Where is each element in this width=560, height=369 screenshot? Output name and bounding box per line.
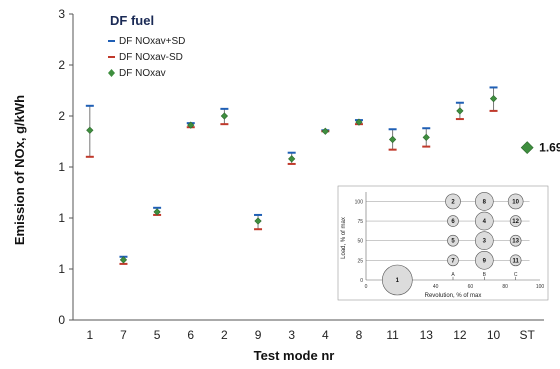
y-tick-label: 3 [58,7,65,21]
average-point [119,256,128,264]
x-tick-label: 7 [120,328,127,342]
x-tick-label: 11 [386,328,399,342]
y-tick-label: 1 [58,262,65,276]
average-point [153,208,161,216]
y-tick-label: 0 [58,313,65,327]
x-tick-label: 8 [356,328,363,342]
inset-arrow-label: A [451,272,455,278]
average-point [388,135,397,144]
x-tick-label: 6 [187,328,194,342]
inset-mode-bubble [475,192,494,211]
inset-mode-bubble [509,234,522,247]
average-point [288,155,296,163]
inset-mode-label: 4 [483,219,487,225]
inset-mode-bubble [447,254,459,267]
average-point [220,112,229,120]
y-tick-label: 1 [58,211,65,225]
x-tick-label: 3 [288,328,295,342]
average-point [489,95,498,103]
legend-title: DF fuel [110,13,154,28]
y-tick-label: 2 [58,109,65,123]
inset-mode-label: 2 [451,199,455,205]
average-point [321,127,329,135]
inset-mode-bubble [509,254,522,267]
inset-x-tick: 100 [536,284,545,290]
x-tick-label: 9 [255,328,262,342]
inset-mode-label: 12 [512,219,519,225]
average-point [355,118,363,126]
st-value-label: 1.69 [539,141,560,155]
inset-y-tick: 25 [357,258,363,264]
main-marks: 1.69 [85,86,560,265]
x-tick-label: 13 [420,328,434,342]
inset-arrow-label: C [514,272,518,278]
average-point [422,133,430,142]
inset-x-tick: 0 [365,284,368,290]
inset-y-tick: 75 [357,219,363,225]
inset-mode-bubble [475,251,494,270]
inset-mode-bubble [382,264,413,296]
inset-y-title: Load, % of max [341,217,347,259]
x-tick-label: 4 [322,328,329,342]
inset-mode-bubble [445,193,461,210]
x-tick-label: 12 [453,328,467,342]
inset-y-tick: 50 [357,239,363,245]
x-tick-label: 1 [86,328,93,342]
x-tick-label: ST [520,328,536,342]
inset-arrow-label: B [483,272,487,278]
legend-label: DF NOxav-SD [119,52,183,63]
y-axis-title: Emission of NOx, g/kWh [12,95,27,245]
inset-mode-bubble [447,234,459,247]
average-point [254,217,262,225]
inset-x-tick: 80 [502,284,508,290]
x-tick-label: 10 [487,328,501,342]
inset-mode-label: 3 [483,239,487,245]
inset-mode-label: 10 [512,199,519,205]
inset-mode-label: 13 [512,239,519,245]
inset-mode-label: 7 [451,258,455,264]
inset-mode-bubble [507,193,524,210]
average-point [86,126,94,134]
inset-x-tick: 40 [433,284,439,290]
inset-x-title: Revolution, % of max [425,293,482,299]
y-tick-label: 1 [58,160,65,174]
x-tick-label: 5 [154,328,161,342]
inset-y-tick: 100 [355,199,364,205]
inset-mode-label: 8 [483,199,487,205]
legend-label: DF NOxav [119,68,166,79]
legend-label: DF NOxav+SD [119,36,185,47]
inset-x-tick: 60 [468,284,474,290]
inset-mode-bubble [475,231,494,251]
inset-mode-label: 1 [396,278,400,284]
inset-mode-bubble [475,211,494,231]
inset-mode-label: 5 [451,239,455,245]
inset-mode-label: 9 [483,258,487,264]
x-axis-title: Test mode nr [254,348,335,363]
y-tick-label: 2 [58,58,65,72]
legend-swatch [108,69,115,77]
inset-mode-bubble [447,215,459,227]
average-point [520,141,534,155]
inset-mode-label: 11 [512,258,519,264]
inset-y-tick: 0 [360,278,363,284]
inset-mode-bubble [509,215,522,227]
inset-mode-label: 6 [451,219,455,225]
x-tick-label: 2 [221,328,228,342]
average-point [187,121,195,129]
test-mode-inset: 0255075100020406080100ABC128106412531379… [337,185,549,301]
legend: DF fuel DF NOxav+SD DF NOxav-SD DF NOxav [108,13,185,79]
average-point [456,107,464,115]
